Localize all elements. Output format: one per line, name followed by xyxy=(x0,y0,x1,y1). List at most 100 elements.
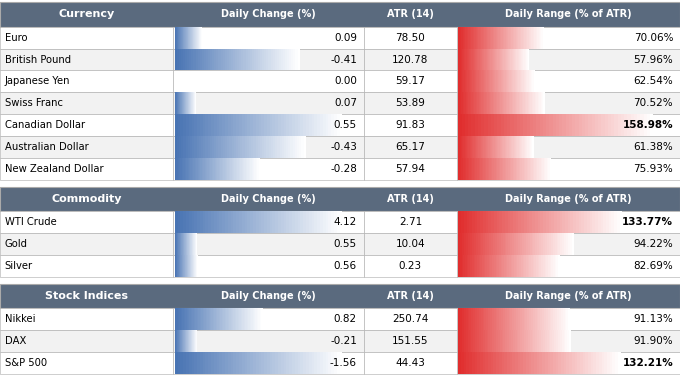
Bar xyxy=(496,158,497,180)
Bar xyxy=(269,136,271,158)
Bar xyxy=(244,158,246,180)
Bar xyxy=(239,114,242,136)
Bar xyxy=(234,136,236,158)
Bar xyxy=(236,158,237,180)
Bar xyxy=(192,114,194,136)
Bar xyxy=(522,233,524,255)
Bar xyxy=(461,27,462,49)
Bar xyxy=(513,27,514,49)
Bar xyxy=(503,27,504,49)
Bar xyxy=(533,114,537,136)
Bar xyxy=(565,211,568,233)
Bar xyxy=(608,114,611,136)
Bar xyxy=(482,49,483,70)
Bar xyxy=(471,49,473,70)
Bar xyxy=(572,233,574,255)
Bar xyxy=(245,308,247,331)
Bar xyxy=(194,158,196,180)
Bar xyxy=(545,331,547,352)
Bar xyxy=(493,70,494,92)
Bar xyxy=(233,308,235,331)
Bar xyxy=(549,114,553,136)
Bar xyxy=(247,308,248,331)
Bar xyxy=(252,158,253,180)
Bar xyxy=(480,352,483,374)
Bar xyxy=(472,352,475,374)
Bar xyxy=(509,308,511,331)
Bar xyxy=(492,331,494,352)
Text: 62.54%: 62.54% xyxy=(634,76,673,86)
Bar xyxy=(595,114,598,136)
Bar xyxy=(562,114,566,136)
Bar xyxy=(245,211,248,233)
Bar xyxy=(466,92,467,114)
Bar xyxy=(538,255,539,277)
Bar xyxy=(534,158,536,180)
Bar xyxy=(530,114,533,136)
Bar xyxy=(278,114,281,136)
Bar xyxy=(296,49,298,70)
Bar xyxy=(295,211,298,233)
Bar xyxy=(243,49,245,70)
Bar xyxy=(212,136,214,158)
Bar xyxy=(477,308,479,331)
Bar xyxy=(298,49,300,70)
Bar xyxy=(562,331,564,352)
Bar xyxy=(557,308,559,331)
Bar xyxy=(175,308,176,331)
Bar xyxy=(328,352,331,374)
Bar xyxy=(498,49,500,70)
Bar xyxy=(630,114,634,136)
Bar xyxy=(543,211,546,233)
Bar xyxy=(524,158,525,180)
Text: 10.04: 10.04 xyxy=(396,239,425,249)
Bar xyxy=(474,233,475,255)
Bar xyxy=(323,352,326,374)
Bar xyxy=(225,211,228,233)
Bar xyxy=(524,27,526,49)
Bar xyxy=(183,114,186,136)
Bar xyxy=(473,255,475,277)
Bar xyxy=(515,27,517,49)
Bar xyxy=(278,352,281,374)
Bar xyxy=(243,158,244,180)
Bar xyxy=(265,136,267,158)
Bar xyxy=(203,352,205,374)
Bar xyxy=(558,255,560,277)
Text: Nikkei: Nikkei xyxy=(5,314,35,324)
Bar xyxy=(530,136,531,158)
Bar xyxy=(229,49,231,70)
Bar xyxy=(477,352,480,374)
Bar xyxy=(462,308,464,331)
Bar xyxy=(216,49,218,70)
Bar xyxy=(364,255,457,277)
Bar xyxy=(257,308,258,331)
Bar xyxy=(258,352,261,374)
Bar xyxy=(511,255,513,277)
Bar xyxy=(231,114,233,136)
Bar xyxy=(457,331,680,352)
Bar xyxy=(551,308,554,331)
Bar xyxy=(497,114,500,136)
Bar xyxy=(494,211,496,233)
Bar xyxy=(560,233,562,255)
Bar xyxy=(524,114,526,136)
Bar xyxy=(500,92,502,114)
Text: DAX: DAX xyxy=(5,336,26,346)
Bar xyxy=(596,352,599,374)
Bar xyxy=(500,136,501,158)
Bar xyxy=(286,352,289,374)
Bar xyxy=(284,211,286,233)
Bar xyxy=(537,114,539,136)
Bar xyxy=(267,352,270,374)
Bar xyxy=(270,114,273,136)
Bar xyxy=(177,158,179,180)
Bar xyxy=(618,352,621,374)
Bar xyxy=(526,255,528,277)
Bar xyxy=(615,352,618,374)
Bar xyxy=(500,233,503,255)
Bar xyxy=(462,114,465,136)
Bar xyxy=(477,70,479,92)
Bar xyxy=(289,352,292,374)
Bar xyxy=(210,49,212,70)
